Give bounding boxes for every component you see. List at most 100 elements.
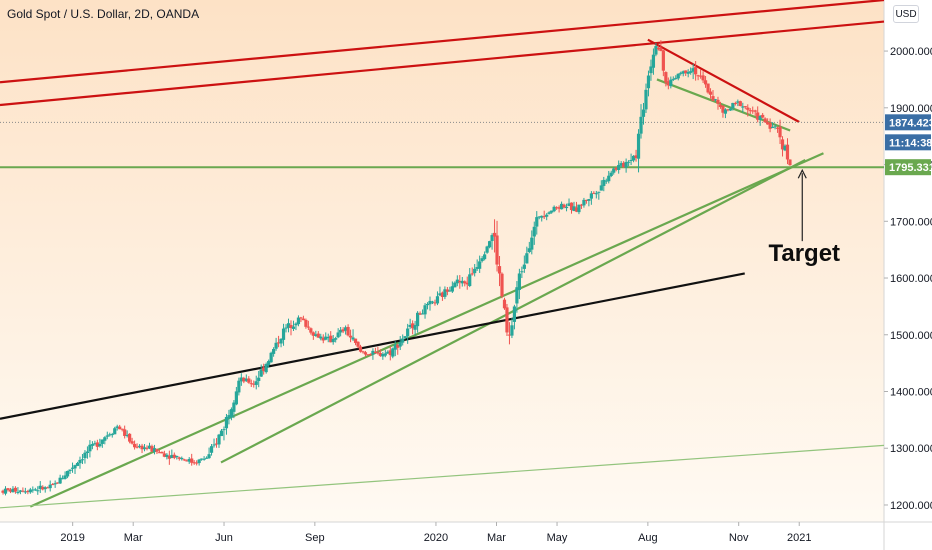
candle-body	[636, 133, 641, 159]
candle-body	[728, 108, 732, 111]
candle-body	[689, 71, 693, 73]
candle-body	[100, 439, 104, 444]
candle-body	[671, 78, 675, 80]
candle-body	[162, 453, 166, 457]
candle-body	[110, 434, 114, 436]
candle-body	[743, 106, 747, 108]
trendline-green[interactable]	[29, 152, 824, 508]
candle-body	[775, 127, 780, 129]
candle-body	[348, 335, 353, 338]
trendline-red[interactable]	[0, 20, 885, 107]
candle-body	[659, 47, 663, 51]
candle-body	[455, 279, 459, 284]
candle-body	[532, 226, 536, 237]
candle-body	[53, 483, 57, 485]
candle-body	[646, 75, 651, 89]
candle-body	[11, 488, 15, 493]
candle-body	[495, 235, 499, 265]
candle-body	[23, 491, 27, 493]
candle-body	[535, 217, 539, 227]
candle-body	[473, 268, 477, 274]
trendline-black[interactable]	[0, 272, 745, 420]
candle-body	[299, 317, 303, 319]
candle-body	[731, 102, 735, 109]
candle-body	[631, 155, 636, 161]
candle-body	[756, 112, 760, 120]
candle-body	[475, 267, 479, 269]
candle-body	[617, 165, 621, 170]
candle-body	[634, 155, 638, 158]
candle-body	[433, 302, 437, 304]
candle-body	[443, 289, 447, 297]
candle-body	[383, 353, 387, 356]
candle-body	[145, 447, 149, 449]
candle-body	[440, 292, 445, 297]
candle-body	[21, 490, 25, 492]
candle-body	[403, 336, 407, 338]
candle-body	[80, 459, 85, 461]
candle-body	[733, 103, 737, 105]
candle-body	[356, 341, 360, 347]
candle-body	[115, 426, 119, 428]
symbol-title[interactable]: Gold Spot / U.S. Dollar, 2D, OANDA	[7, 7, 200, 21]
candle-body	[190, 458, 194, 463]
candle-body	[120, 428, 124, 430]
candle-body	[137, 445, 142, 447]
candle-body	[294, 323, 298, 326]
candle-body	[656, 47, 660, 50]
candle-body	[703, 80, 708, 85]
candle-body	[619, 163, 623, 166]
candle-body	[547, 212, 551, 214]
candle-body	[182, 459, 186, 461]
candle-body	[249, 383, 253, 385]
candle-body	[316, 333, 320, 338]
candle-body	[651, 54, 656, 68]
candle-body	[674, 77, 678, 79]
candle-body	[711, 96, 715, 101]
trendline-red[interactable]	[0, 0, 885, 84]
candle-body	[644, 89, 648, 110]
candle-body	[609, 172, 613, 176]
price-tick-label: 1900.000	[890, 103, 932, 115]
candle-body	[259, 369, 263, 377]
target-label[interactable]: Target	[768, 240, 840, 267]
candle-body	[691, 68, 695, 72]
candle-body	[341, 329, 345, 332]
candle-body	[123, 429, 127, 436]
candle-body	[758, 116, 762, 120]
candle-body	[331, 338, 335, 343]
candle-body	[366, 354, 370, 356]
time-axis-panel[interactable]	[0, 522, 932, 550]
candle-body	[376, 352, 380, 354]
candle-body	[257, 377, 261, 382]
candle-body	[209, 446, 214, 453]
candle-body	[88, 444, 92, 452]
candle-body	[607, 175, 611, 182]
candle-body	[172, 454, 176, 458]
candle-body	[746, 107, 750, 110]
candle-body	[480, 258, 484, 262]
time-tick-label: Mar	[487, 532, 506, 544]
candle-body	[599, 185, 603, 191]
price-tick-label: 1400.000	[890, 387, 932, 399]
candle-body	[428, 300, 432, 305]
trendline-red[interactable]	[647, 38, 800, 123]
target-arrow-head	[797, 168, 807, 179]
candle-body	[552, 206, 556, 212]
candle-body	[502, 299, 507, 309]
candle-body	[63, 475, 67, 479]
currency-button[interactable]: USD	[893, 5, 919, 23]
candle-body	[301, 318, 306, 321]
candle-body	[339, 329, 343, 333]
price-axis-panel[interactable]	[884, 0, 932, 522]
candle-body	[68, 469, 72, 472]
candle-body	[18, 490, 23, 492]
candle-body	[264, 364, 268, 373]
trendline-green-thin[interactable]	[0, 444, 885, 509]
candle-body	[314, 334, 318, 336]
candle-body	[269, 352, 273, 363]
candle-body	[281, 328, 286, 340]
candle-body	[105, 435, 109, 437]
